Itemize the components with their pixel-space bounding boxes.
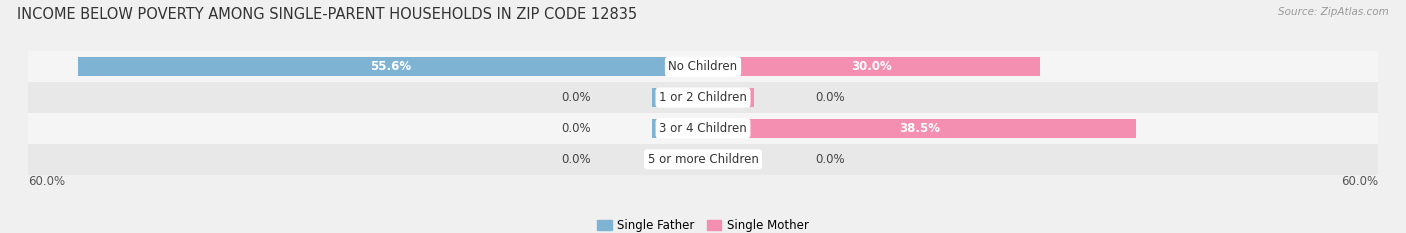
Text: 3 or 4 Children: 3 or 4 Children	[659, 122, 747, 135]
Text: 0.0%: 0.0%	[561, 122, 591, 135]
Bar	[652, 88, 703, 107]
Bar	[703, 150, 754, 169]
Bar	[703, 88, 754, 107]
Bar	[77, 57, 703, 76]
Text: 5 or more Children: 5 or more Children	[648, 153, 758, 166]
Text: 60.0%: 60.0%	[1341, 175, 1378, 188]
Text: 38.5%: 38.5%	[898, 122, 941, 135]
Bar	[28, 113, 1378, 144]
Bar	[28, 51, 1378, 82]
Bar	[703, 57, 1040, 76]
Text: 0.0%: 0.0%	[561, 91, 591, 104]
Text: 60.0%: 60.0%	[28, 175, 65, 188]
Text: 0.0%: 0.0%	[815, 91, 845, 104]
Bar	[652, 119, 703, 138]
Bar	[28, 82, 1378, 113]
Text: 30.0%: 30.0%	[852, 60, 891, 73]
Text: Source: ZipAtlas.com: Source: ZipAtlas.com	[1278, 7, 1389, 17]
Text: 0.0%: 0.0%	[815, 153, 845, 166]
Bar	[703, 119, 1136, 138]
Text: 0.0%: 0.0%	[561, 153, 591, 166]
Bar	[28, 144, 1378, 175]
Bar	[652, 150, 703, 169]
Legend: Single Father, Single Mother: Single Father, Single Mother	[593, 214, 813, 233]
Text: INCOME BELOW POVERTY AMONG SINGLE-PARENT HOUSEHOLDS IN ZIP CODE 12835: INCOME BELOW POVERTY AMONG SINGLE-PARENT…	[17, 7, 637, 22]
Text: 1 or 2 Children: 1 or 2 Children	[659, 91, 747, 104]
Text: 55.6%: 55.6%	[370, 60, 411, 73]
Text: No Children: No Children	[668, 60, 738, 73]
